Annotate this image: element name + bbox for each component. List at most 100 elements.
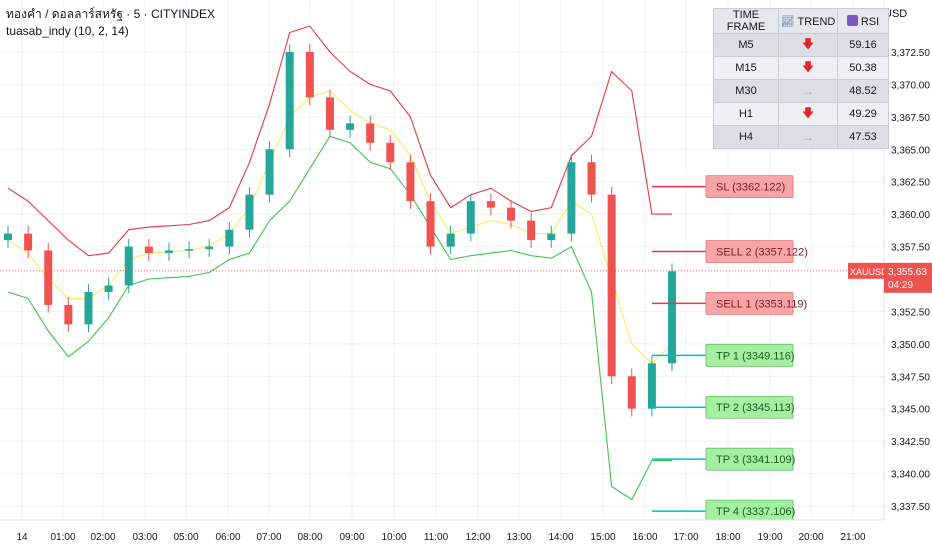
price-tick-label: 3,370.00 bbox=[891, 80, 930, 91]
arrow-down-icon: 🡇 bbox=[801, 105, 815, 120]
price-tick-label: 3,347.50 bbox=[891, 372, 930, 383]
chart-legend: ทองคำ / ดอลลาร์สหรัฐ · 5 · CITYINDEX tua… bbox=[6, 6, 215, 40]
tp-level: TP 3 (3341.109) bbox=[652, 447, 795, 471]
sell-level: SL (3362.122) bbox=[652, 175, 794, 199]
candle bbox=[607, 186, 616, 385]
rsi-cell: 50.38 bbox=[837, 56, 889, 80]
time-tick-label: 21:00 bbox=[840, 532, 865, 543]
arrow-down-icon: 🡇 bbox=[801, 59, 815, 74]
candle-body bbox=[527, 220, 536, 241]
time-tick-label: 20:00 bbox=[798, 532, 823, 543]
timeframe-table: TIME FRAME 📈︎ TREND RSI M5 🡇 59.16 M15 🡇… bbox=[713, 8, 889, 149]
time-tick-label: 14:00 bbox=[548, 532, 573, 543]
table-row: M5 🡇 59.16 bbox=[713, 33, 889, 57]
tf-cell: H4 bbox=[713, 125, 779, 149]
trend-cell: → bbox=[778, 125, 838, 149]
time-tick-label: 01:00 bbox=[50, 532, 75, 543]
candle-body bbox=[386, 142, 395, 163]
time-tick-label: 18:00 bbox=[715, 532, 740, 543]
sell-level: SELL 2 (3357.122) bbox=[652, 240, 808, 263]
time-tick-label: 03:00 bbox=[132, 532, 157, 543]
tf-cell: M5 bbox=[713, 33, 779, 57]
candle-body bbox=[185, 249, 194, 251]
candle bbox=[668, 263, 676, 372]
level-label: SELL 2 (3357.122) bbox=[716, 246, 808, 258]
price-tick-label: 3,337.50 bbox=[891, 502, 930, 513]
time-tick-label: 11:00 bbox=[424, 532, 449, 543]
time-axis-bg bbox=[0, 520, 932, 550]
candle-body bbox=[547, 233, 556, 241]
level-box bbox=[705, 291, 794, 315]
series-line-middle_band bbox=[7, 90, 673, 365]
time-tick-label: 07:00 bbox=[256, 532, 281, 543]
candle bbox=[144, 238, 153, 261]
tf-cell: M15 bbox=[713, 56, 779, 80]
candle-body bbox=[305, 52, 314, 98]
rsi-cell: 48.52 bbox=[837, 79, 889, 103]
candle-body bbox=[446, 233, 455, 247]
series-line-lower_band bbox=[7, 135, 672, 501]
candle-body bbox=[124, 246, 133, 286]
tp-level: TP 1 (3349.116) bbox=[652, 343, 794, 367]
candle bbox=[346, 115, 355, 138]
current-symbol-badge bbox=[848, 262, 884, 279]
candle bbox=[185, 241, 194, 259]
trend-cell: 🡇 bbox=[778, 56, 838, 80]
time-axis[interactable]: 14 01:00 02:00 03:00 05:00 06:00 07:00 08:00 09:… bbox=[0, 519, 932, 550]
level-box bbox=[705, 395, 794, 419]
indicator-title[interactable]: tuasab_indy (10, 2, 14) bbox=[6, 24, 129, 38]
price-tick-label: 3,340.00 bbox=[891, 470, 930, 481]
candle bbox=[567, 154, 576, 242]
candle-body bbox=[406, 162, 415, 202]
tf-cell: H1 bbox=[713, 102, 779, 126]
trend-cell: → bbox=[778, 79, 838, 103]
candle bbox=[265, 141, 274, 203]
candle-body bbox=[24, 233, 33, 251]
candle-body bbox=[144, 246, 153, 254]
candle-body bbox=[64, 304, 73, 325]
time-tick-label: 19:00 bbox=[757, 532, 782, 543]
candle bbox=[627, 368, 636, 417]
rsi-cell: 49.29 bbox=[837, 102, 889, 126]
level-box bbox=[705, 343, 794, 367]
table-row: M30 → 48.52 bbox=[713, 79, 889, 103]
time-tick-label: 13:00 bbox=[506, 532, 531, 543]
price-tick-label: 3,372.50 bbox=[891, 48, 930, 59]
arrow-down-icon: 🡇 bbox=[801, 36, 815, 51]
header-trend: 📈︎ TREND bbox=[778, 8, 838, 34]
candle bbox=[205, 238, 214, 257]
header-rsi: RSI bbox=[837, 8, 889, 34]
candle bbox=[426, 193, 435, 255]
arrow-right-icon: → bbox=[802, 130, 814, 144]
current-price-label: 3,355.63 bbox=[888, 267, 927, 278]
price-tick-label: 3,342.50 bbox=[891, 437, 930, 448]
time-tick-label: 09:00 bbox=[339, 532, 364, 543]
candle-body bbox=[205, 246, 214, 250]
candle bbox=[44, 242, 53, 313]
trend-chart-icon: 📈︎ bbox=[780, 15, 795, 28]
candle-body bbox=[486, 201, 495, 208]
countdown-label: 04:29 bbox=[888, 280, 913, 291]
symbol-title[interactable]: ทองคำ / ดอลลาร์สหรัฐ · 5 · CITYINDEX bbox=[6, 7, 215, 21]
candle bbox=[446, 225, 455, 255]
trend-cell: 🡇 bbox=[778, 102, 838, 126]
level-label: TP 3 (3341.109) bbox=[716, 454, 795, 466]
tf-cell: M30 bbox=[713, 79, 779, 103]
rsi-cell: 59.16 bbox=[837, 33, 889, 57]
candle bbox=[325, 89, 334, 138]
price-tick-label: 3,362.50 bbox=[891, 178, 930, 189]
level-box bbox=[705, 175, 794, 199]
candle-body bbox=[44, 250, 53, 305]
candle-body bbox=[567, 162, 576, 234]
arrow-right-icon: → bbox=[802, 84, 814, 98]
candle bbox=[647, 355, 656, 417]
candle-body bbox=[84, 291, 93, 325]
currency-label[interactable]: USD bbox=[884, 8, 908, 20]
level-box bbox=[705, 447, 794, 471]
candle-body bbox=[104, 285, 113, 292]
price-tick-label: 3,357.50 bbox=[891, 243, 930, 254]
level-label: SELL 1 (3353.119) bbox=[716, 298, 807, 310]
price-tick-label: 3,350.00 bbox=[891, 340, 930, 351]
